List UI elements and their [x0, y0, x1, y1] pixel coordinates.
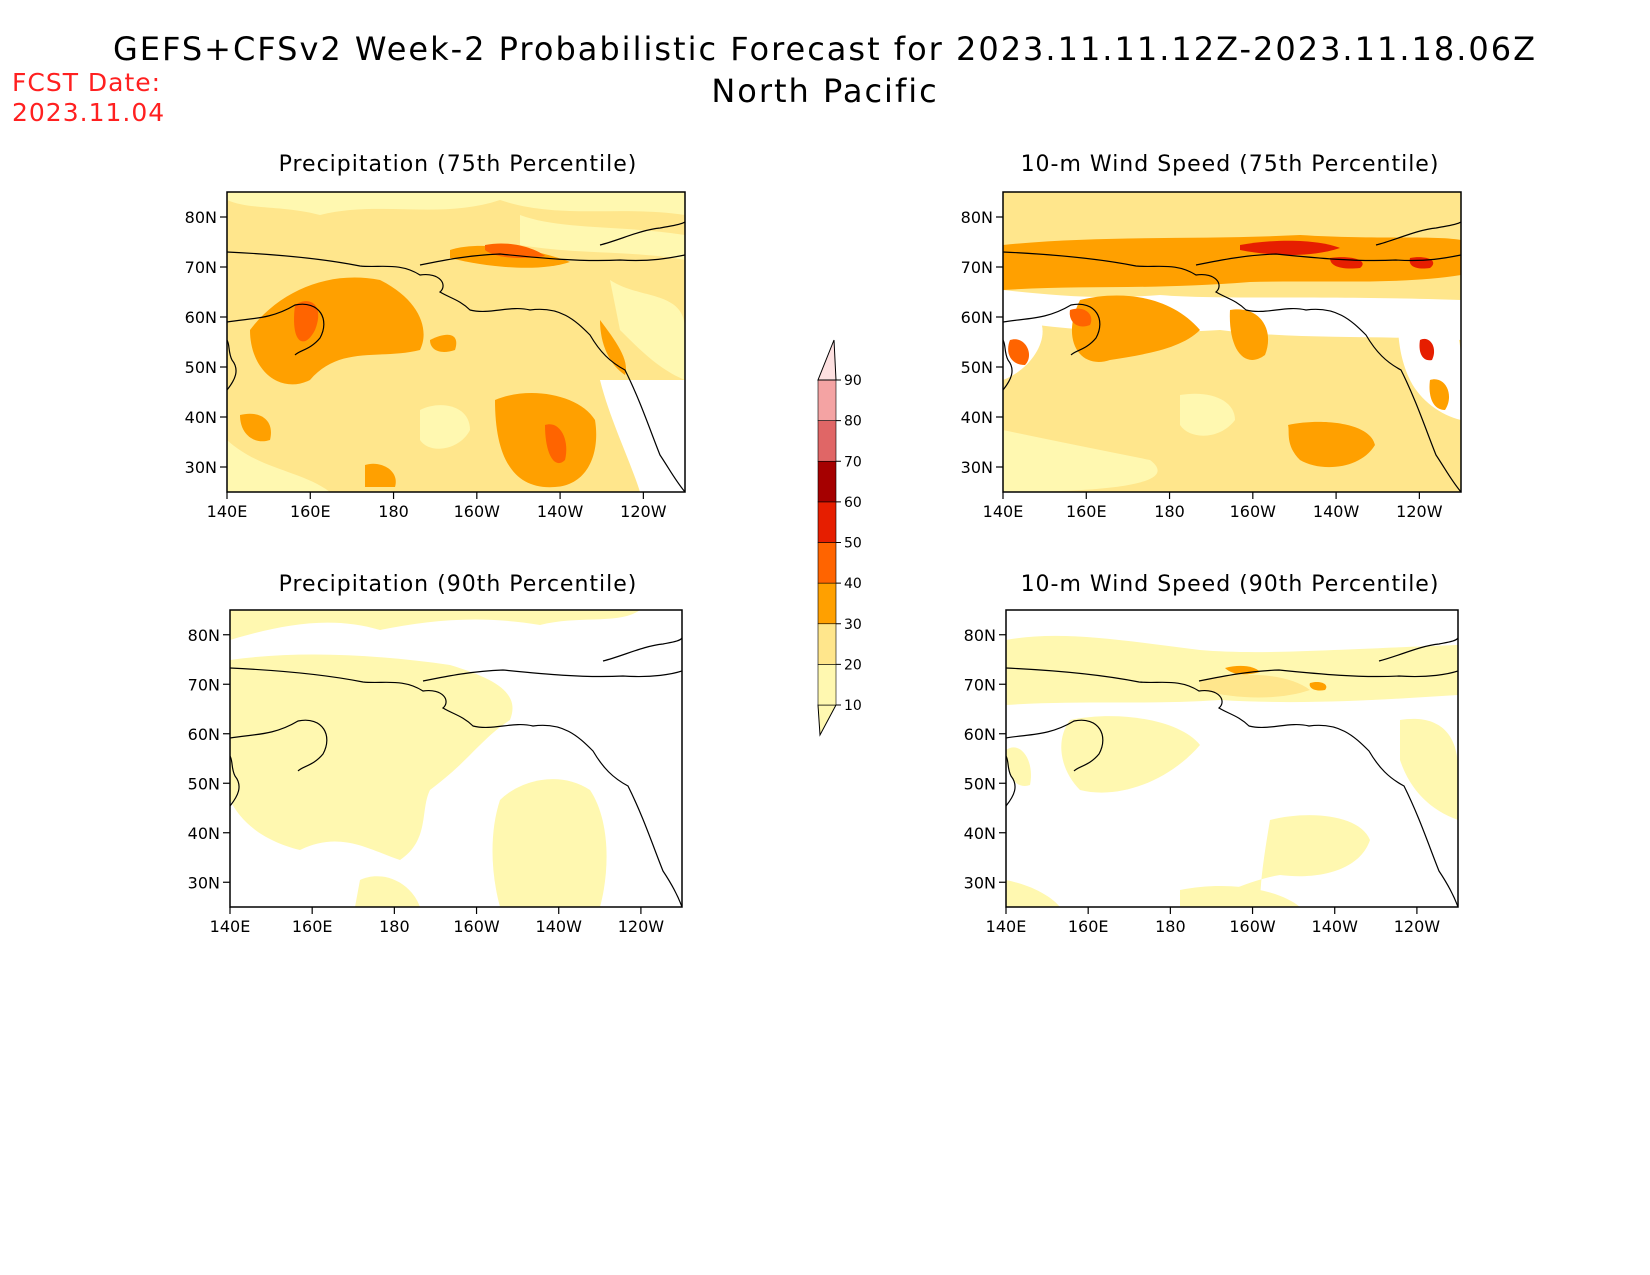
lat-tick-label: 40N [961, 408, 993, 427]
lon-tick-label: 140E [983, 502, 1024, 521]
colorbar-segment [817, 501, 837, 543]
lat-tick-label: 30N [188, 873, 220, 892]
lat-tick-label: 70N [961, 258, 993, 277]
forecast-date-block: FCST Date: 2023.11.04 [12, 68, 165, 128]
lat-tick-label: 60N [185, 308, 217, 327]
map-panel-wind-75 [1003, 192, 1461, 492]
lat-tick-label: 30N [185, 458, 217, 477]
colorbar-label: 30 [844, 617, 862, 633]
colorbar-segment [817, 664, 837, 706]
lon-tick-label: 140E [986, 917, 1027, 936]
figure-title: GEFS+CFSv2 Week-2 Probabilistic Forecast… [112, 30, 1538, 68]
lon-tick-label: 160W [1230, 502, 1277, 521]
lon-tick-label: 160E [1066, 502, 1107, 521]
lat-tick-label: 60N [961, 308, 993, 327]
lat-tick-label: 80N [961, 208, 993, 227]
lon-tick-label: 120W [1394, 917, 1441, 936]
frame-wind-75 [1002, 191, 1462, 493]
lat-tick-label: 60N [964, 725, 996, 744]
lon-tick-label: 180 [1154, 502, 1185, 521]
lon-tick-label: 160W [1229, 917, 1276, 936]
colorbar-segment [817, 582, 837, 625]
figure-subtitle: North Pacific [711, 72, 939, 110]
lon-tick-label: 120W [620, 502, 667, 521]
colorbar-upper-triangle [817, 339, 837, 381]
panel-title-wind-90: 10-m Wind Speed (90th Percentile) [1020, 572, 1440, 597]
lat-tick-label: 80N [188, 626, 220, 645]
lon-tick-label: 160W [454, 502, 501, 521]
lon-tick-label: 120W [618, 917, 665, 936]
colorbar-segment [817, 542, 837, 584]
lat-tick-label: 40N [185, 408, 217, 427]
colorbar-segment [817, 379, 837, 421]
lat-tick-label: 40N [964, 824, 996, 843]
lon-tick-label: 160W [453, 917, 500, 936]
frame-wind-90 [1005, 609, 1459, 908]
lat-tick-label: 50N [185, 358, 217, 377]
colorbar-label: 40 [844, 576, 862, 592]
colorbar-label: 50 [844, 536, 862, 552]
lat-tick-label: 70N [188, 675, 220, 694]
colorbar-label: 10 [844, 698, 862, 714]
lon-tick-label: 160E [292, 917, 333, 936]
lon-tick-label: 140W [537, 502, 584, 521]
lat-tick-label: 30N [964, 873, 996, 892]
map-panel-wind-90 [1006, 610, 1458, 907]
lat-tick-label: 30N [961, 458, 993, 477]
map-panel-precip-90 [230, 610, 682, 907]
panel-title-wind-75: 10-m Wind Speed (75th Percentile) [1020, 152, 1440, 177]
lat-tick-label: 50N [964, 774, 996, 793]
lon-tick-label: 140W [536, 917, 583, 936]
frame-precip-90 [229, 609, 683, 908]
lon-tick-label: 140E [207, 502, 248, 521]
lon-tick-label: 160E [1068, 917, 1109, 936]
lat-tick-label: 80N [964, 626, 996, 645]
lat-tick-label: 70N [964, 675, 996, 694]
lat-tick-label: 60N [188, 725, 220, 744]
lon-tick-label: 140W [1312, 917, 1359, 936]
lat-tick-label: 50N [961, 358, 993, 377]
lat-tick-label: 80N [185, 208, 217, 227]
colorbar-segment [817, 460, 837, 503]
colorbar-label: 70 [844, 454, 862, 470]
coastlines [227, 221, 1461, 907]
map-panel-precip-75 [227, 192, 685, 492]
colorbar-lower-triangle [817, 704, 837, 737]
lon-tick-label: 140W [1313, 502, 1360, 521]
lat-tick-label: 50N [188, 774, 220, 793]
lon-tick-label: 180 [379, 917, 410, 936]
colorbar: 10 20 30 40 50 60 70 80 90 [817, 339, 862, 737]
panel-title-precip-75: Precipitation (75th Percentile) [278, 152, 638, 177]
lon-tick-label: 120W [1396, 502, 1443, 521]
frame-precip-75 [226, 191, 686, 493]
lat-tick-label: 40N [188, 824, 220, 843]
colorbar-label: 20 [844, 657, 862, 673]
lon-tick-label: 140E [210, 917, 251, 936]
colorbar-segment [817, 623, 837, 665]
colorbar-segment [817, 420, 837, 462]
axis-labels: 80N 70N 60N 50N 40N 30N 140E 160E 180 160W 140W 120… [185, 208, 1443, 936]
colorbar-label: 90 [844, 373, 862, 389]
lon-tick-label: 180 [378, 502, 409, 521]
lon-tick-label: 180 [1155, 917, 1186, 936]
fcst-date: 2023.11.04 [12, 98, 166, 127]
fcst-label: FCST Date: [12, 68, 162, 97]
lat-tick-label: 70N [185, 258, 217, 277]
lon-tick-label: 160E [290, 502, 331, 521]
panel-title-precip-90: Precipitation (90th Percentile) [278, 572, 638, 597]
colorbar-label: 80 [844, 414, 862, 430]
colorbar-label: 60 [844, 495, 862, 511]
